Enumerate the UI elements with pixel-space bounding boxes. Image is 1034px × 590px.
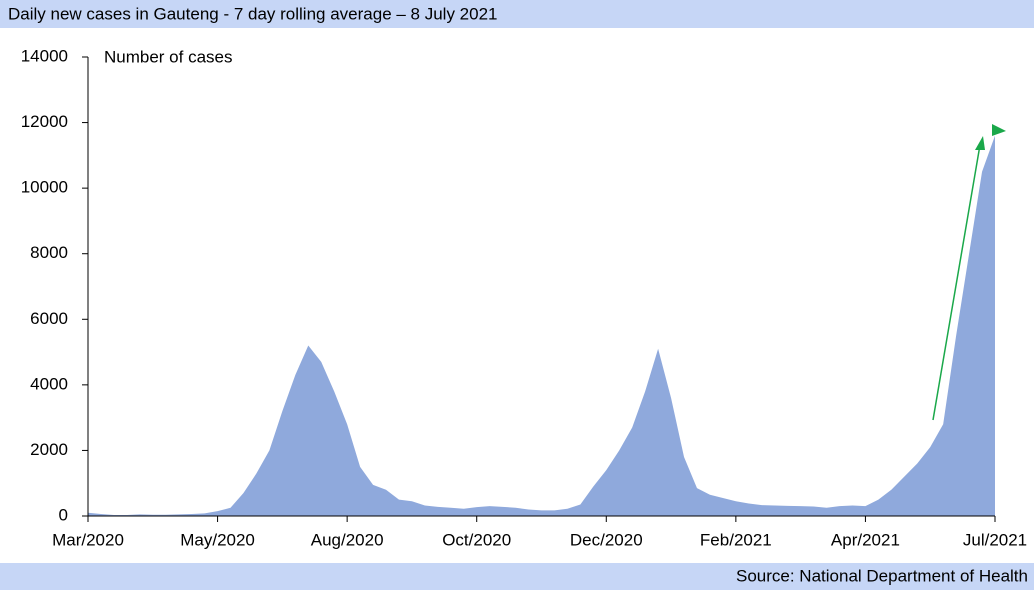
y-tick-label: 12000 [21, 112, 68, 131]
y-tick-label: 10000 [21, 178, 68, 197]
y-tick-label: 2000 [30, 440, 68, 459]
source-band [0, 563, 1034, 590]
source: Source: National Department of Health [736, 566, 1028, 585]
y-tick-label: 6000 [30, 309, 68, 328]
x-tick-label: Dec/2020 [570, 530, 643, 549]
arrow-head [975, 136, 985, 150]
x-tick-label: Feb/2021 [700, 530, 772, 549]
chart-title: Daily new cases in Gauteng - 7 day rolli… [8, 4, 498, 23]
arrow-head [992, 124, 1006, 136]
x-tick-label: Apr/2021 [831, 530, 900, 549]
x-tick-label: May/2020 [180, 530, 255, 549]
x-tick-label: Mar/2020 [52, 530, 124, 549]
y-tick-label: 0 [59, 505, 68, 524]
arrow-shaft [932, 144, 981, 421]
x-tick-label: Oct/2020 [442, 530, 511, 549]
y-tick-label: 8000 [30, 243, 68, 262]
title-band [0, 0, 1034, 28]
x-tick-label: Jul/2021 [963, 530, 1027, 549]
y-tick-label: 4000 [30, 374, 68, 393]
x-tick-label: Aug/2020 [311, 530, 384, 549]
area [88, 135, 995, 516]
y-tick-label: 14000 [21, 46, 68, 65]
y-axis-title: Number of cases [104, 47, 233, 66]
annotation-arrows [932, 124, 1006, 421]
